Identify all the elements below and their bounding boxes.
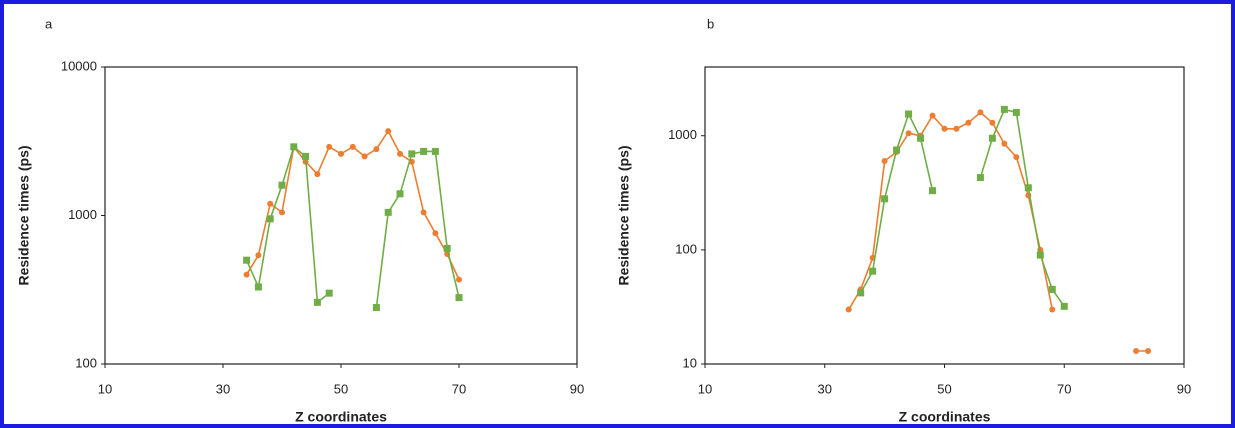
marker: [1001, 140, 1008, 147]
marker: [408, 150, 416, 158]
marker: [325, 289, 333, 297]
marker: [1000, 105, 1008, 113]
marker: [385, 128, 392, 135]
marker: [243, 271, 250, 278]
marker: [905, 130, 912, 137]
x-axis-title: Z coordinates: [295, 409, 387, 425]
marker: [941, 125, 948, 132]
marker: [255, 252, 262, 259]
y-tick-label: 100: [75, 355, 97, 370]
marker: [396, 190, 404, 198]
marker: [977, 109, 984, 116]
marker: [976, 174, 984, 182]
x-tick-label: 10: [698, 381, 712, 396]
marker: [349, 143, 356, 150]
marker: [1133, 347, 1140, 354]
marker: [1036, 251, 1044, 259]
marker: [313, 298, 321, 306]
marker: [290, 143, 298, 151]
marker: [1049, 306, 1056, 313]
marker: [857, 289, 865, 297]
marker: [845, 306, 852, 313]
y-tick-label: 1000: [668, 127, 697, 142]
x-tick-label: 10: [98, 381, 112, 396]
marker: [267, 200, 274, 207]
marker: [302, 152, 310, 160]
marker: [953, 125, 960, 132]
marker: [372, 304, 380, 312]
marker: [1024, 184, 1032, 192]
marker: [929, 187, 937, 195]
marker: [254, 283, 262, 291]
x-tick-label: 30: [818, 381, 832, 396]
x-tick-label: 50: [937, 381, 951, 396]
marker: [929, 112, 936, 119]
marker: [988, 134, 996, 142]
marker: [455, 294, 463, 302]
marker: [361, 153, 368, 160]
marker: [278, 181, 286, 189]
x-tick-label: 90: [1177, 381, 1191, 396]
marker: [456, 276, 462, 283]
x-tick-label: 30: [216, 381, 230, 396]
x-tick-label: 70: [452, 381, 466, 396]
marker: [989, 119, 996, 126]
marker: [431, 147, 439, 155]
marker: [905, 110, 913, 118]
marker: [881, 158, 888, 165]
marker: [1013, 154, 1020, 161]
marker: [432, 230, 439, 237]
marker: [326, 143, 333, 150]
marker: [893, 146, 901, 154]
marker: [1060, 302, 1068, 310]
marker: [917, 134, 925, 142]
marker: [338, 150, 344, 157]
marker: [243, 256, 251, 264]
x-axis-title: Z coordinates: [899, 409, 991, 425]
marker: [266, 215, 274, 223]
marker: [443, 244, 451, 252]
panel-label: b: [707, 16, 714, 31]
marker: [1048, 285, 1056, 293]
marker: [420, 209, 427, 216]
panel-label: a: [45, 16, 53, 31]
y-axis-title: Residence times (ps): [16, 145, 32, 285]
marker: [1145, 347, 1152, 354]
y-axis-title: Residence times (ps): [616, 145, 632, 285]
x-tick-label: 70: [1057, 381, 1071, 396]
y-tick-label: 100: [675, 241, 697, 256]
marker: [869, 267, 877, 275]
marker: [397, 150, 403, 157]
marker: [420, 147, 428, 155]
x-tick-label: 50: [334, 381, 348, 396]
y-tick-label: 1000: [68, 207, 97, 222]
y-tick-label: 10: [683, 355, 697, 370]
marker: [384, 208, 392, 216]
y-tick-label: 10000: [61, 58, 97, 73]
marker: [965, 119, 972, 126]
marker: [373, 146, 380, 153]
marker: [881, 195, 889, 203]
marker: [1012, 108, 1020, 116]
marker: [314, 171, 321, 178]
marker: [279, 209, 285, 216]
x-tick-label: 90: [570, 381, 584, 396]
